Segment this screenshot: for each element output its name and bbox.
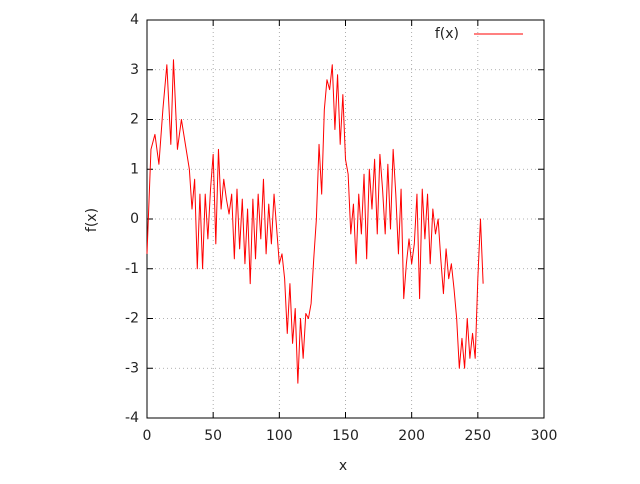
y-tick-label: 2: [130, 112, 139, 128]
x-tick-label: 0: [143, 428, 152, 444]
y-tick-label: -2: [125, 311, 139, 327]
y-tick-label: 1: [130, 161, 139, 177]
x-tick-label: 100: [266, 428, 293, 444]
x-tick-label: 150: [332, 428, 359, 444]
x-tick-label: 300: [531, 428, 558, 444]
x-axis-label: x: [339, 458, 347, 474]
x-tick-label: 50: [204, 428, 222, 444]
y-axis-label: f(x): [84, 208, 100, 232]
legend-label: f(x): [435, 26, 459, 42]
y-tick-label: 3: [130, 62, 139, 78]
plot-border: [146, 19, 545, 419]
data-line: [146, 59, 484, 384]
y-tick-label: 4: [130, 12, 139, 28]
y-tick-label: -3: [125, 360, 139, 376]
x-tick-label: 250: [464, 428, 491, 444]
y-tick-label: 0: [130, 211, 139, 227]
y-tick-label: -1: [125, 261, 139, 277]
x-tick-label: 200: [398, 428, 425, 444]
y-tick-label: -4: [125, 410, 139, 426]
